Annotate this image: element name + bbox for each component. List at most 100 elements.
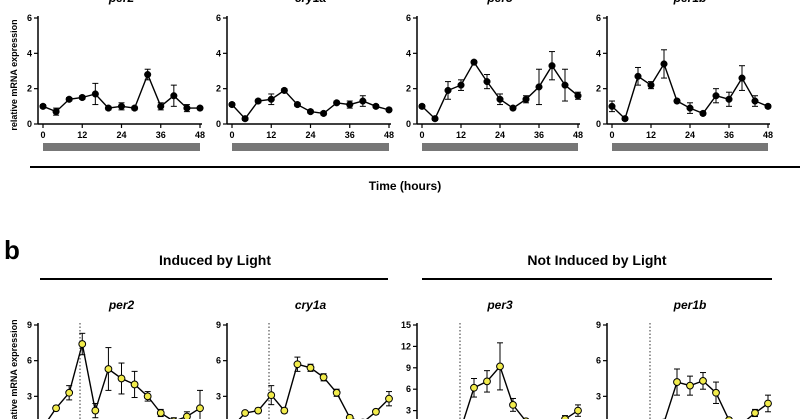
data-point [39,102,47,110]
data-point [509,104,517,112]
data-point [385,106,393,114]
data-point [52,404,60,413]
data-point [91,90,99,98]
data-point [117,102,126,110]
panel-b-per2-chart: per2 3 6 9 [27,298,204,419]
data-point [293,101,301,109]
y-tick-label: 12 [401,341,411,351]
data-point [418,102,426,110]
x-tick-label: 48 [763,130,773,140]
y-tick-label: 6 [216,13,221,23]
chart-title: per1b [673,298,707,312]
data-point [686,381,694,390]
x-tick-label: 24 [685,130,695,140]
data-point [267,391,276,400]
light-condition-bar [612,143,768,151]
data-point [496,95,504,103]
data-point [157,102,165,110]
data-point [104,365,113,373]
data-point [372,407,380,416]
y-tick-label: 0 [216,119,221,129]
data-point [457,81,465,89]
y-tick-label: 9 [406,363,411,373]
data-point [333,99,341,107]
y-tick-label: 2 [406,84,411,94]
data-point [183,412,191,419]
data-point [293,360,302,369]
x-tick-label: 12 [456,130,466,140]
data-point [156,409,165,417]
data-point [306,108,315,116]
data-point [431,115,439,123]
data-point [483,377,491,386]
y-tick-label: 6 [406,13,411,23]
data-point [470,58,478,66]
data-point [751,409,759,417]
x-tick-label: 0 [229,130,234,140]
group-induced-header: Induced by Light [159,252,271,268]
x-tick-label: 36 [534,130,544,140]
x-tick-label: 0 [40,130,45,140]
x-tick-label: 12 [266,130,276,140]
data-point [608,102,616,110]
y-tick-label: 6 [406,384,411,394]
y-tick-label: 3 [216,391,221,401]
data-point [320,109,328,117]
y-tick-label: 6 [216,356,221,366]
group-not-induced-header: Not Induced by Light [527,252,667,268]
data-point [686,104,694,112]
x-tick-label: 48 [384,130,394,140]
data-point [699,109,707,117]
data-point [345,413,354,419]
x-tick-label: 36 [156,130,166,140]
data-point [574,92,582,100]
data-point [385,394,393,403]
x-tick-label: 0 [609,130,614,140]
y-tick-label: 2 [596,84,601,94]
x-tick-label: 48 [573,130,583,140]
data-point [306,363,315,372]
y-tick-label: 9 [27,320,32,330]
chart-title: per3 [486,298,513,312]
y-tick-label: 4 [27,48,32,58]
y-tick-label: 3 [27,391,32,401]
chart-title: per2 [108,0,135,5]
data-point [673,378,681,386]
data-point [280,406,289,415]
data-point [144,70,152,79]
data-point [131,104,139,112]
data-point [548,62,556,70]
data-point [738,74,746,82]
panel-b-per3-chart: per3 3 6 9 12 15 [401,298,582,419]
data-point [372,102,380,110]
data-point [660,60,668,68]
y-tick-label: 4 [596,48,601,58]
chart-title: per1b [673,0,707,5]
data-point [65,95,73,103]
data-point [267,95,275,103]
data-point [634,72,642,80]
panel-a-per3-chart: per30246012243648 [406,0,583,151]
data-point [91,406,100,415]
x-tick-label: 24 [116,130,126,140]
light-condition-bar [422,143,578,151]
panel-a-xlabel: Time (hours) [369,179,441,193]
data-point [712,388,720,397]
data-point [535,83,543,91]
x-tick-label: 12 [646,130,656,140]
data-point [130,380,139,389]
data-point [143,392,152,401]
light-condition-bar [232,143,389,151]
data-point [673,97,681,105]
data-point [280,86,288,94]
y-tick-label: 6 [27,356,32,366]
data-point [509,400,517,409]
data-point [254,97,262,105]
x-tick-label: 36 [724,130,734,140]
y-tick-label: 0 [27,119,32,129]
data-point [254,406,263,415]
data-point [196,404,204,413]
y-tick-label: 6 [27,13,32,23]
data-point [712,92,720,100]
